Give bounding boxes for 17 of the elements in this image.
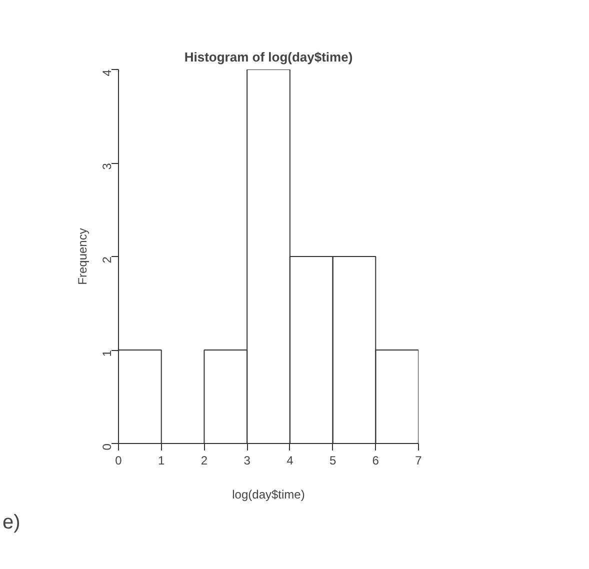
y-tick-label: 1 [100, 350, 114, 357]
x-tick-label: 6 [372, 454, 380, 468]
y-tick-label: 0 [100, 443, 114, 450]
text: e) [2, 512, 20, 534]
y-tick-label: 4 [100, 69, 114, 76]
x-axis-title: log(day$time) [232, 488, 305, 502]
y-tick-label: 2 [100, 256, 114, 264]
x-tick-label: 5 [329, 454, 336, 468]
x-tick-label: 0 [115, 454, 122, 468]
x-tick-label: 3 [244, 454, 251, 468]
y-axis-title: Frequency [76, 228, 90, 285]
x-tick-label: 7 [415, 454, 422, 468]
y-tick-label: 3 [100, 162, 114, 170]
chart-title: Histogram of log(day$time) [184, 50, 353, 64]
x-tick-label: 4 [286, 454, 294, 468]
x-tick-label: 2 [200, 454, 208, 468]
x-tick-label: 1 [158, 454, 166, 468]
